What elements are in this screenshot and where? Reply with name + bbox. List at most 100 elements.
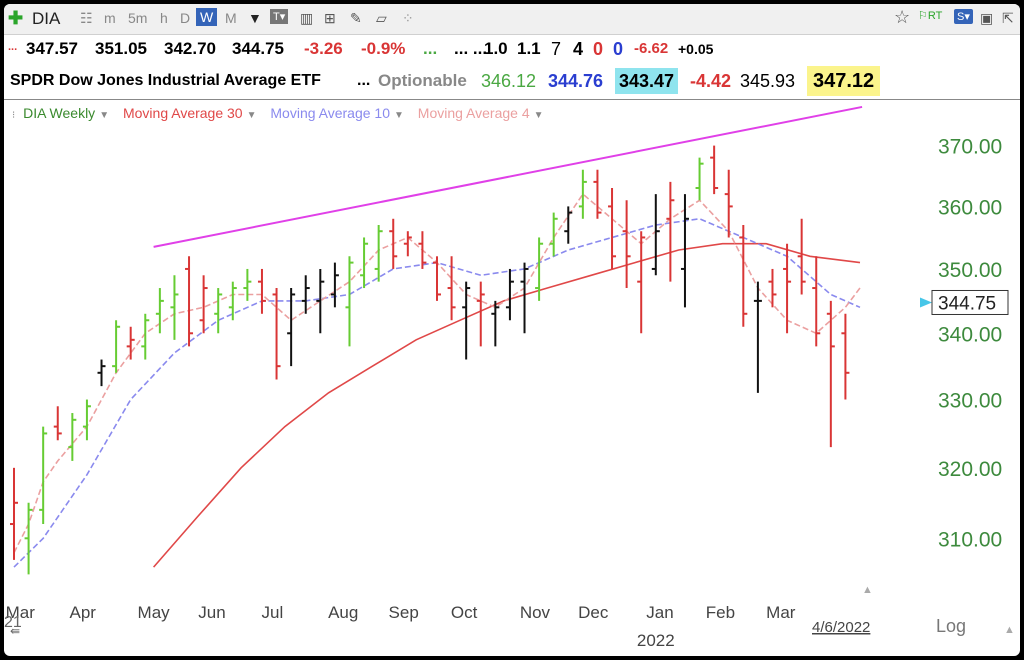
- ohlc-bar: [24, 502, 33, 575]
- legend-ma4-dropdown-icon[interactable]: ▼: [533, 110, 544, 121]
- ohlc-bar: [797, 218, 806, 295]
- share-out-icon[interactable]: ⇱: [1002, 10, 1014, 26]
- ohlc-bar: [768, 268, 777, 308]
- ohlc-bar: [418, 231, 427, 269]
- ohlc-bar: [433, 256, 441, 301]
- row2-dots: ...: [357, 72, 371, 89]
- ohlc-bar: [360, 237, 369, 289]
- s-menu-icon[interactable]: S▾: [954, 9, 973, 24]
- legend-ma30-dropdown-icon[interactable]: ▼: [246, 110, 257, 121]
- y-tick-label: 360.00: [938, 196, 1002, 219]
- ohlc-bar: [608, 187, 617, 269]
- list-icon[interactable]: ☷: [80, 10, 93, 26]
- price-347-12: 347.12: [807, 66, 881, 96]
- ohlc-bar: [578, 169, 587, 219]
- ma30-line: [152, 242, 861, 568]
- ohlc-bar: [403, 231, 412, 257]
- quote-row-1: ... 347.57 351.05 342.70 344.75 -3.26 -0…: [4, 36, 1020, 62]
- legend-collapse-icon[interactable]: ⁝: [12, 110, 16, 121]
- note-icon[interactable]: ▱: [376, 10, 387, 26]
- ohlc-bar: [155, 288, 164, 334]
- pencil-icon[interactable]: ✎: [350, 10, 362, 26]
- share-icon[interactable]: ⁘: [402, 10, 414, 26]
- change-value: -3.26: [304, 39, 343, 58]
- price-345-93: 345.93: [740, 71, 796, 91]
- legend-ma4[interactable]: Moving Average 4: [417, 105, 530, 121]
- save-icon[interactable]: ▣: [980, 10, 994, 26]
- add-symbol-icon[interactable]: ✚: [8, 8, 24, 28]
- ohlc-bar: [214, 288, 223, 334]
- price-neg-4-42: -4.42: [690, 71, 732, 91]
- count-7-value: 7: [551, 39, 562, 59]
- ohlc-bar: [170, 275, 179, 340]
- legend-ma10-dropdown-icon[interactable]: ▼: [394, 110, 404, 121]
- security-name: SPDR Dow Jones Industrial Average ETF: [10, 72, 321, 89]
- bars-icon[interactable]: ▥: [300, 10, 314, 26]
- ohlc-bar: [228, 281, 237, 321]
- resize-icon[interactable]: ▲: [1004, 624, 1015, 636]
- ohlc-bar: [476, 281, 485, 347]
- x-month-label: Mar: [766, 603, 796, 622]
- ohlc-bar: [257, 268, 266, 314]
- grid-icon[interactable]: ⊞: [324, 10, 336, 26]
- header-divider: [4, 99, 1020, 100]
- ohlc-bar: [637, 231, 646, 334]
- timeframe-month[interactable]: M: [225, 10, 237, 26]
- ohlc-bar: [622, 200, 631, 289]
- ohlc-bar: [39, 426, 48, 525]
- scroll-up-icon[interactable]: ▲: [862, 584, 873, 596]
- ohlc-bar: [812, 256, 821, 347]
- ratio-2-value: 1.1: [517, 39, 541, 58]
- ohlc-bar: [564, 206, 573, 244]
- ohlc-bar: [680, 194, 689, 308]
- y-tick-label: 370.00: [938, 136, 1002, 159]
- ohlc-bar: [126, 326, 135, 360]
- ohlc-bar: [272, 288, 281, 380]
- price-chart[interactable]: 310.00 320.00 330.00 340.00 350.00 360.00 370.…: [4, 4, 1020, 656]
- x-month-label: Dec: [578, 603, 609, 622]
- ohlc-bar: [82, 399, 91, 441]
- ohlc-bar: [695, 157, 704, 201]
- ohlc-bar: [53, 406, 62, 441]
- x-month-label: Mar: [6, 603, 36, 622]
- legend-ma30[interactable]: Moving Average 30: [122, 105, 243, 121]
- price-346-12: 346.12: [481, 71, 537, 91]
- ohlc-bar: [185, 256, 194, 347]
- timeframe-m[interactable]: m: [104, 10, 116, 26]
- x-month-label: May: [138, 603, 171, 622]
- legend-ma10[interactable]: Moving Average 10: [270, 105, 390, 121]
- ohlc-bar: [301, 275, 310, 314]
- change-pct-value: -0.9%: [361, 39, 406, 58]
- ohlc-bar: [841, 313, 850, 400]
- symbol-field[interactable]: DIA: [32, 9, 61, 28]
- ohlc-bar: [549, 212, 558, 257]
- timeframe-d[interactable]: D: [180, 10, 191, 26]
- timeframe-h[interactable]: h: [160, 10, 168, 26]
- close-value: 344.75: [232, 39, 284, 58]
- ohlc-bar: [651, 194, 660, 276]
- ohlc-bar: [330, 262, 339, 308]
- indicator-legend: ⁝ DIA Weekly ▼ Moving Average 30 ▼ Moving …: [12, 105, 548, 121]
- price-344-76: 344.76: [548, 71, 604, 91]
- log-scale-label[interactable]: Log: [936, 616, 966, 636]
- legend-dropdown-icon[interactable]: ▼: [99, 110, 110, 121]
- row1-dots-left: ...: [8, 41, 18, 53]
- x-month-label: Jul: [262, 603, 284, 622]
- ohlc-bar: [389, 218, 398, 269]
- x-month-label: Aug: [328, 603, 358, 622]
- ohlc-bar: [199, 275, 208, 334]
- timeframe-w[interactable]: W: [196, 8, 218, 26]
- timeframe-dropdown-icon[interactable]: ▼: [248, 10, 262, 26]
- x-month-label: Oct: [451, 603, 478, 622]
- ohlc-bar: [345, 256, 354, 347]
- realtime-flag-icon[interactable]: ⚐RT: [918, 10, 943, 22]
- low-value: 342.70: [164, 39, 216, 58]
- quote-row-2: SPDR Dow Jones Industrial Average ETF ..…: [4, 66, 1020, 96]
- timeframe-5m[interactable]: 5m: [128, 10, 148, 26]
- legend-dia-weekly[interactable]: DIA Weekly: [23, 105, 96, 121]
- star-icon[interactable]: ☆: [894, 7, 911, 27]
- y-tick-label: 350.00: [938, 259, 1002, 282]
- ohlc-bar: [112, 320, 121, 373]
- scroll-left-icon[interactable]: ⇚: [10, 624, 21, 638]
- text-tool-icon[interactable]: T▾: [270, 9, 289, 24]
